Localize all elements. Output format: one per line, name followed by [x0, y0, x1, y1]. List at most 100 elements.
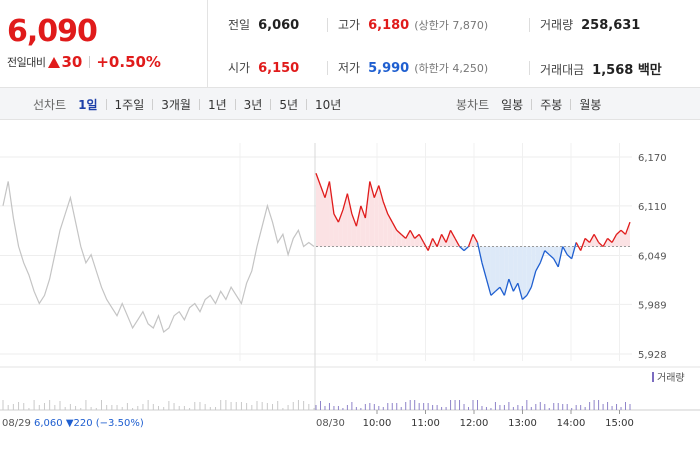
- up-area: [616, 230, 622, 247]
- price-segment: [580, 238, 586, 251]
- divider: [105, 98, 107, 110]
- down-area: [490, 246, 496, 296]
- prev-day-footer: 08/29 6,060 ▼220 (−3.50%): [2, 418, 144, 429]
- down-area: [526, 246, 532, 296]
- divider: [570, 98, 572, 110]
- down-area: [522, 246, 527, 300]
- x-tick-label: 12:00: [460, 418, 489, 429]
- price-segment: [607, 237, 613, 243]
- price-segment: [485, 278, 492, 296]
- price-segment: [427, 238, 434, 251]
- tab-5year[interactable]: 5년: [279, 97, 299, 112]
- price-segment: [472, 234, 479, 243]
- stat-sub: (하한가 4,250): [414, 62, 489, 75]
- divider: [529, 61, 530, 75]
- price-segment: [539, 250, 546, 264]
- divider: [270, 98, 272, 110]
- x-tick-label: 10:00: [363, 418, 392, 429]
- price-chart: 6,170 6,110 6,049 5,989 5,928 거래량 08/30 10:00…: [0, 121, 700, 450]
- line-chart-label: 선차트: [33, 97, 67, 112]
- stat-value: 258,631: [581, 18, 641, 33]
- down-area: [553, 246, 559, 267]
- change-value: 30: [61, 53, 83, 71]
- tab-1day[interactable]: 1일: [78, 97, 98, 112]
- price-lines: [2, 173, 631, 333]
- candle-chart-label: 봉차트: [456, 97, 490, 112]
- price-segment: [364, 181, 371, 219]
- up-area: [387, 213, 393, 247]
- tab-weekly-candle[interactable]: 주봉: [540, 97, 563, 112]
- price-segment: [517, 283, 523, 300]
- volume-legend-swatch: [652, 372, 654, 382]
- tab-3year[interactable]: 3년: [243, 97, 263, 112]
- divider: [327, 61, 328, 75]
- up-area: [396, 230, 402, 247]
- price-segment: [445, 230, 452, 243]
- chart-period-bar: 선차트 1일 1주일 3개월 1년 3년 5년 10년 봉차트 일봉 주봉 월봉: [0, 88, 700, 120]
- stat-label: 시가: [228, 61, 251, 75]
- price-segment: [387, 213, 393, 223]
- change-row: 전일대비 30 +0.50%: [7, 53, 161, 71]
- down-area: [535, 246, 541, 271]
- price-segment: [342, 193, 349, 211]
- price-segment: [459, 246, 465, 252]
- prev-day-date: 08/29: [2, 418, 34, 429]
- stat-label: 고가: [338, 18, 361, 32]
- tab-10year[interactable]: 10년: [315, 97, 342, 112]
- tab-1week[interactable]: 1주일: [114, 97, 145, 112]
- price-segment: [584, 237, 591, 243]
- up-area: [607, 238, 613, 247]
- quote-summary: 6,090 전일대비 30 +0.50% 전일 6,060 고가 6,180 (…: [0, 0, 700, 88]
- volume-legend: 거래량: [652, 372, 685, 384]
- down-area: [513, 246, 518, 292]
- up-area: [338, 209, 343, 247]
- tab-daily-candle[interactable]: 일봉: [501, 97, 524, 112]
- y-tick-label: 6,049: [638, 252, 667, 263]
- price-segment: [598, 241, 604, 248]
- prev-day-pct: (−3.50%): [96, 418, 144, 429]
- price-segment: [548, 254, 555, 260]
- price-segment: [378, 185, 384, 202]
- prev-day-series: [2, 181, 315, 333]
- tab-1year[interactable]: 1년: [207, 97, 227, 112]
- grid: [0, 143, 632, 410]
- up-triangle-icon: [48, 56, 61, 68]
- price-segment: [463, 246, 469, 252]
- price-segment: [503, 278, 510, 296]
- current-price: 6,090: [7, 14, 98, 49]
- y-tick-label: 5,928: [638, 350, 667, 361]
- tab-3month[interactable]: 3개월: [161, 97, 191, 112]
- price-segment: [530, 270, 537, 288]
- up-area: [333, 213, 339, 247]
- price-segment: [490, 290, 496, 296]
- stat-low: 저가 5,990 (하한가 4,250): [338, 59, 488, 76]
- price-segment: [409, 229, 416, 239]
- price-segment: [355, 205, 362, 227]
- area-fills: [316, 173, 630, 300]
- stat-amount: 거래대금 1,568 백만: [540, 59, 662, 78]
- up-area: [392, 222, 397, 247]
- divider: [531, 98, 533, 110]
- divider: [198, 98, 200, 110]
- price-segment: [593, 234, 600, 243]
- y-tick-label: 6,110: [638, 202, 667, 213]
- stat-label: 거래대금: [540, 63, 585, 77]
- stat-value: 6,150: [258, 61, 300, 76]
- up-area: [351, 213, 357, 247]
- price-segment: [553, 258, 559, 268]
- price-segment: [566, 254, 573, 260]
- prev-day-price: 6,060: [34, 418, 66, 429]
- price-chart-svg: 6,170 6,110 6,049 5,989 5,928 거래량 08/30 10:00…: [0, 143, 700, 429]
- stat-high: 고가 6,180 (상한가 7,870): [338, 16, 488, 33]
- x-tick-label: 11:00: [411, 418, 440, 429]
- price-segment: [405, 229, 411, 239]
- stat-volume: 거래량 258,631: [540, 16, 640, 33]
- y-tick-label: 5,989: [638, 300, 667, 311]
- up-area: [383, 201, 388, 247]
- tab-monthly-candle[interactable]: 월봉: [579, 97, 602, 112]
- divider: [529, 18, 530, 32]
- price-segment: [589, 234, 595, 243]
- volume-bars: 거래량: [0, 366, 700, 411]
- price-segment: [467, 234, 474, 247]
- price-segment: [346, 193, 353, 215]
